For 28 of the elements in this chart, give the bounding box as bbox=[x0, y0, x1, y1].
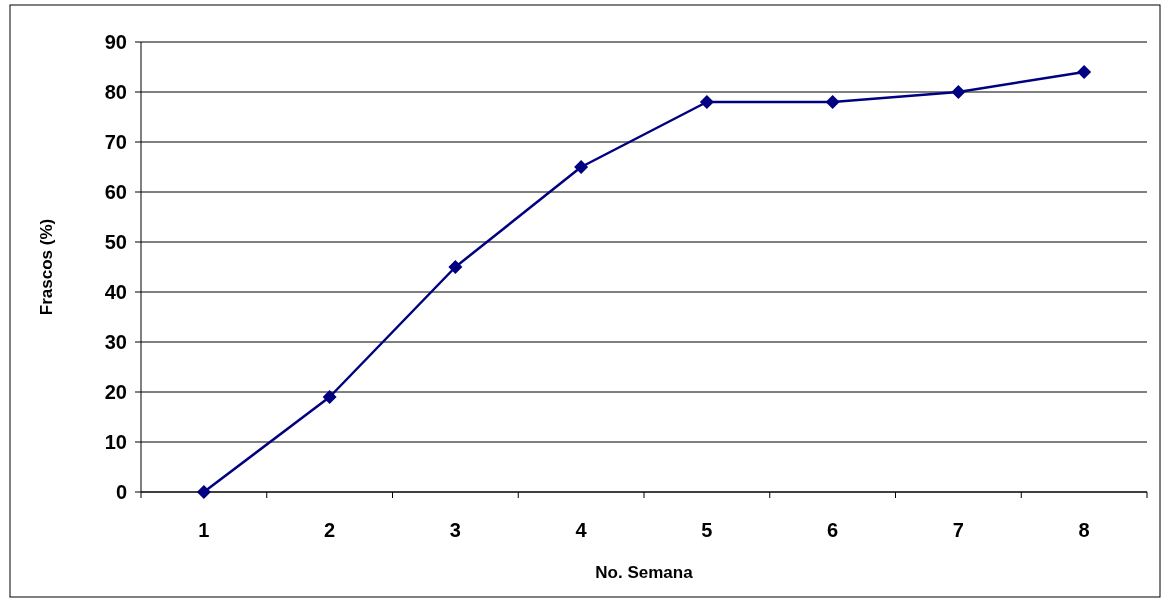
x-tick-label: 6 bbox=[827, 519, 839, 541]
point bbox=[196, 485, 211, 499]
y-tick-label: 50 bbox=[104, 231, 127, 253]
point bbox=[322, 390, 337, 404]
y-tick-label: 80 bbox=[104, 81, 127, 103]
x-tick-label: 4 bbox=[575, 519, 588, 541]
point bbox=[1077, 65, 1092, 79]
y-tick-label: 10 bbox=[104, 431, 127, 453]
y-tick-label: 60 bbox=[104, 181, 127, 203]
point bbox=[448, 260, 463, 274]
x-axis-title: No. Semana bbox=[595, 563, 694, 582]
y-tick-label: 0 bbox=[115, 481, 127, 503]
point bbox=[951, 85, 966, 99]
y-tick-label: 40 bbox=[104, 281, 127, 303]
x-tick-label: 3 bbox=[449, 519, 461, 541]
x-tick-label: 7 bbox=[952, 519, 964, 541]
y-tick-label: 70 bbox=[104, 131, 127, 153]
x-tick-label: 5 bbox=[701, 519, 713, 541]
point bbox=[574, 160, 589, 174]
y-axis-title: Frascos (%) bbox=[37, 218, 56, 316]
x-tick-label: 8 bbox=[1078, 519, 1090, 541]
y-tick-label: 90 bbox=[104, 31, 127, 53]
point bbox=[699, 95, 714, 109]
x-tick-label: 1 bbox=[198, 519, 210, 541]
point bbox=[825, 95, 840, 109]
y-tick-label: 20 bbox=[104, 381, 127, 403]
y-tick-label: 30 bbox=[104, 331, 127, 353]
x-tick-label: 2 bbox=[324, 519, 336, 541]
